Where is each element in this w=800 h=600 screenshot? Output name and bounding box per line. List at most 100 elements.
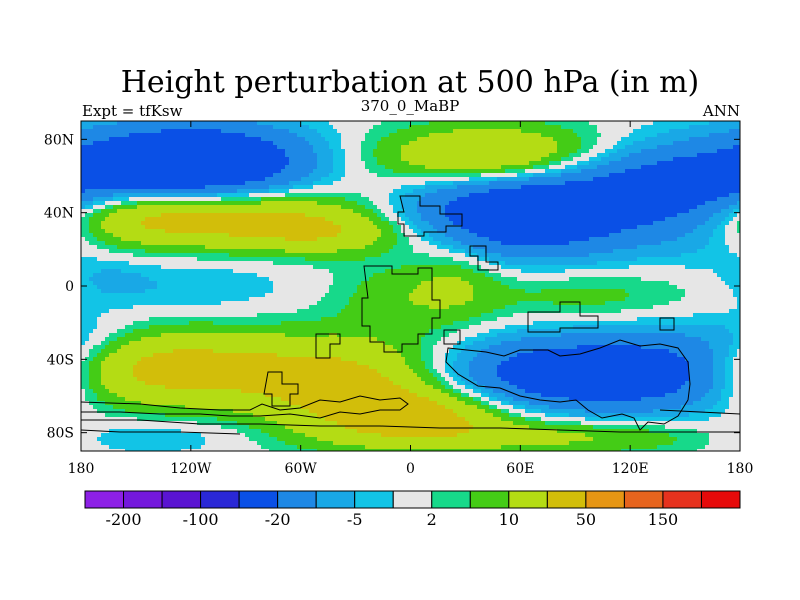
field-cell (421, 193, 426, 198)
field-cell (649, 237, 654, 242)
field-cell (353, 121, 358, 126)
field-cell (433, 181, 438, 186)
field-cell (725, 221, 730, 226)
field-cell (729, 205, 734, 210)
field-cell (313, 185, 318, 190)
field-cell (697, 137, 702, 142)
field-cell (325, 137, 330, 142)
field-cell (437, 217, 442, 222)
field-cell (601, 165, 606, 170)
field-cell (409, 157, 414, 162)
field-cell (537, 213, 542, 218)
field-cell (209, 205, 214, 210)
field-cell (177, 185, 182, 190)
field-cell (477, 177, 482, 182)
field-cell (513, 193, 518, 198)
field-cell (413, 133, 418, 138)
field-cell (549, 161, 554, 166)
field-cell (493, 137, 498, 142)
field-cell (373, 145, 378, 150)
field-cell (305, 133, 310, 138)
field-cell (633, 205, 638, 210)
field-cell (505, 125, 510, 130)
field-cell (521, 193, 526, 198)
field-cell (441, 237, 446, 242)
case-label: 370_0_MaBP (361, 97, 460, 115)
field-cell (89, 177, 94, 182)
field-cell (369, 133, 374, 138)
field-cell (689, 213, 694, 218)
field-cell (145, 125, 150, 130)
field-cell (333, 177, 338, 182)
field-cell (513, 157, 518, 162)
field-cell (609, 221, 614, 226)
field-cell (697, 201, 702, 206)
field-cell (453, 189, 458, 194)
field-cell (373, 149, 378, 154)
field-cell (381, 189, 386, 194)
field-cell (349, 217, 354, 222)
field-cell (513, 129, 518, 134)
field-cell (85, 189, 90, 194)
field-cell (377, 121, 382, 126)
field-cell (105, 193, 110, 198)
field-cell (85, 197, 90, 202)
field-cell (593, 125, 598, 130)
field-cell (393, 205, 398, 210)
field-cell (433, 205, 438, 210)
field-cell (413, 213, 418, 218)
field-cell (725, 129, 730, 134)
field-cell (141, 137, 146, 142)
field-cell (441, 217, 446, 222)
field-cell (85, 157, 90, 162)
field-cell (269, 193, 274, 198)
field-cell (469, 141, 474, 146)
field-cell (177, 129, 182, 134)
field-cell (653, 145, 658, 150)
field-cell (409, 201, 414, 206)
field-cell (301, 165, 306, 170)
field-cell (401, 185, 406, 190)
field-cell (369, 177, 374, 182)
field-cell (237, 221, 242, 226)
field-cell (97, 189, 102, 194)
field-cell (289, 153, 294, 158)
field-cell (341, 189, 346, 194)
field-cell (505, 153, 510, 158)
field-cell (237, 201, 242, 206)
field-cell (225, 137, 230, 142)
field-cell (217, 161, 222, 166)
field-cell (405, 229, 410, 234)
field-cell (529, 149, 534, 154)
field-cell (181, 133, 186, 138)
field-cell (625, 225, 630, 230)
field-cell (305, 197, 310, 202)
field-cell (621, 157, 626, 162)
field-cell (433, 229, 438, 234)
field-cell (329, 221, 334, 226)
field-cell (141, 153, 146, 158)
field-cell (129, 241, 134, 246)
field-cell (85, 213, 90, 218)
field-cell (93, 233, 98, 238)
field-cell (489, 137, 494, 142)
field-cell (561, 157, 566, 162)
field-cell (737, 189, 740, 194)
field-cell (349, 185, 354, 190)
field-cell (249, 145, 254, 150)
field-cell (517, 237, 522, 242)
field-cell (533, 189, 538, 194)
field-cell (89, 129, 94, 134)
field-cell (117, 233, 122, 238)
field-cell (381, 133, 386, 138)
field-cell (341, 121, 346, 126)
field-cell (621, 137, 626, 142)
field-cell (449, 153, 454, 158)
field-cell (237, 129, 242, 134)
field-cell (221, 165, 226, 170)
field-cell (429, 201, 434, 206)
field-cell (105, 201, 110, 206)
field-cell (437, 169, 442, 174)
field-cell (697, 169, 702, 174)
field-cell (629, 181, 634, 186)
